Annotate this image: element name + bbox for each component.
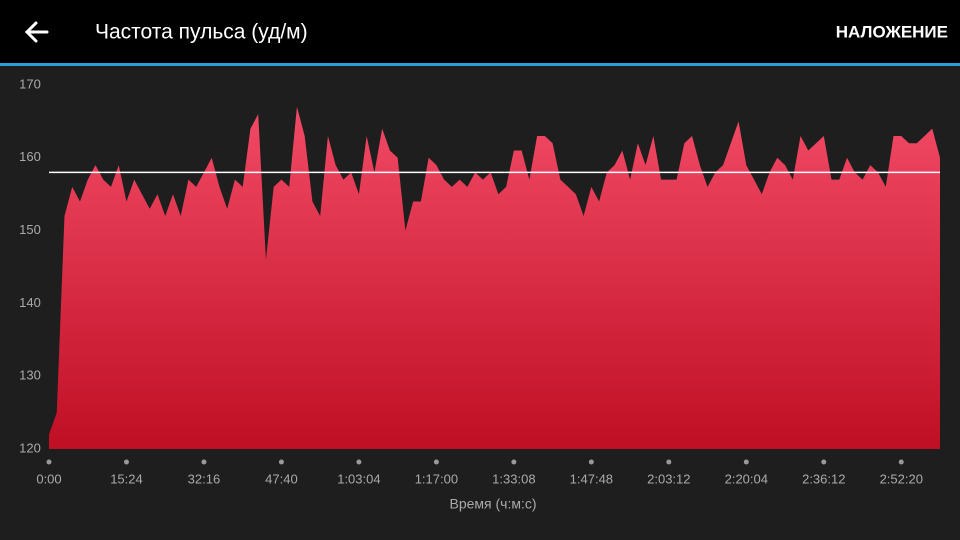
x-tick-dot xyxy=(821,459,827,465)
x-axis-label: Время (ч:м:с) xyxy=(449,496,536,512)
x-tick-label: 32:16 xyxy=(188,471,221,486)
x-tick-label: 0:00 xyxy=(36,471,61,486)
x-tick-dot xyxy=(46,459,52,465)
x-tick-dot xyxy=(356,459,362,465)
x-tick-dot xyxy=(278,459,284,465)
app-bar xyxy=(0,0,960,63)
y-tick-label: 130 xyxy=(19,368,41,383)
screen-title: Частота пульса (уд/м) xyxy=(95,21,308,44)
back-button[interactable] xyxy=(24,21,49,43)
heart-rate-area xyxy=(49,106,940,449)
x-tick-dot xyxy=(898,459,904,465)
y-tick-label: 170 xyxy=(19,76,41,91)
x-tick-label: 2:52:20 xyxy=(880,471,923,486)
y-tick-label: 150 xyxy=(19,222,41,237)
x-tick-label: 1:03:04 xyxy=(337,471,380,486)
y-tick-label: 120 xyxy=(19,440,41,455)
x-tick-dot xyxy=(743,459,749,465)
x-tick-label: 15:24 xyxy=(110,471,143,486)
x-tick-label: 1:17:00 xyxy=(415,471,458,486)
x-tick-label: 1:33:08 xyxy=(492,471,535,486)
app-bar-divider xyxy=(0,63,960,66)
x-tick-dot xyxy=(511,459,517,465)
x-tick-label: 2:20:04 xyxy=(725,471,768,486)
x-tick-dot xyxy=(201,459,207,465)
x-tick-dot xyxy=(666,459,672,465)
x-tick-label: 2:36:12 xyxy=(802,471,845,486)
y-tick-label: 160 xyxy=(19,149,41,164)
x-tick-dot xyxy=(588,459,594,465)
x-tick-dot xyxy=(433,459,439,465)
x-tick-label: 47:40 xyxy=(265,471,298,486)
overlay-button[interactable]: НАЛОЖЕНИЕ xyxy=(836,22,948,41)
x-tick-label: 1:47:48 xyxy=(570,471,613,486)
x-tick-label: 2:03:12 xyxy=(647,471,690,486)
x-tick-dot xyxy=(123,459,129,465)
y-tick-label: 140 xyxy=(19,295,41,310)
